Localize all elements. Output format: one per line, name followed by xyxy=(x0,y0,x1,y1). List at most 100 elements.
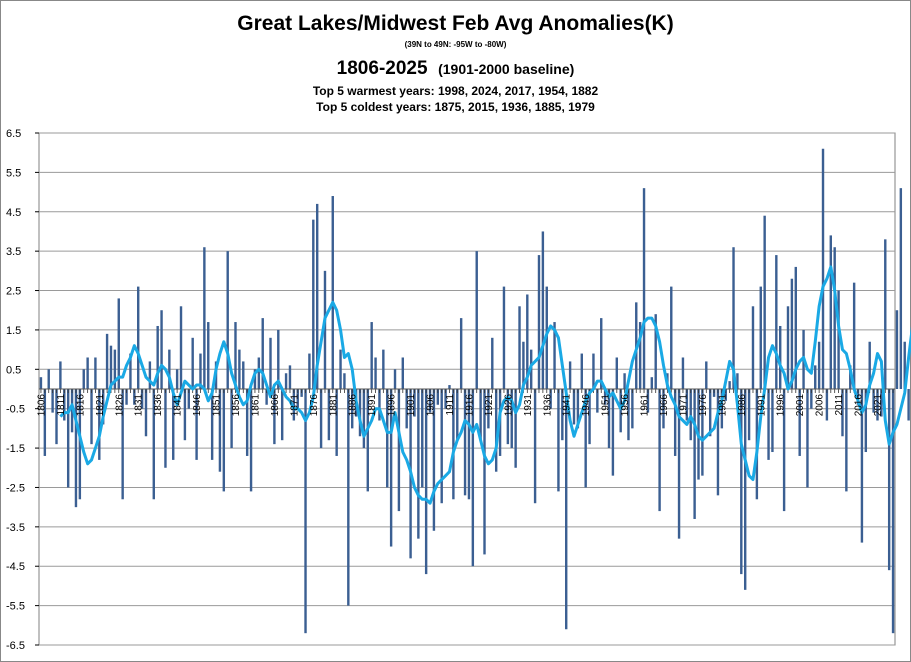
anomaly-bar xyxy=(747,389,751,441)
anomaly-bar xyxy=(627,389,630,441)
anomaly-bar xyxy=(829,235,832,389)
anomaly-bar xyxy=(175,369,179,389)
anomaly-bar xyxy=(187,389,190,409)
anomaly-bar xyxy=(868,341,871,389)
anomaly-bar xyxy=(592,353,595,389)
x-tick-label: 1811 xyxy=(56,394,67,416)
anomaly-bar xyxy=(296,389,299,409)
anomaly-bar xyxy=(662,389,665,429)
anomaly-bar xyxy=(370,322,373,389)
anomaly-bar xyxy=(436,389,440,405)
x-tick-label: 1936 xyxy=(542,394,553,417)
anomaly-bar xyxy=(417,389,420,539)
anomaly-bar xyxy=(522,341,525,389)
anomaly-bar xyxy=(222,389,226,492)
anomaly-bar xyxy=(277,329,280,389)
anomaly-bar xyxy=(864,389,868,453)
anomaly-bar xyxy=(315,203,319,389)
chart-baseline: (1901-2000 baseline) xyxy=(438,61,575,77)
anomaly-bar xyxy=(137,286,140,389)
anomaly-bar xyxy=(133,389,136,405)
anomaly-bar xyxy=(798,389,801,456)
x-tick-label: 1886 xyxy=(348,394,359,417)
anomaly-bar xyxy=(759,286,762,389)
anomaly-bar xyxy=(113,349,117,389)
anomaly-bar xyxy=(907,389,910,421)
anomaly-bar xyxy=(514,389,517,468)
anomaly-bar xyxy=(483,389,486,555)
x-tick-label: 1856 xyxy=(231,394,242,417)
anomaly-bar xyxy=(86,357,89,389)
anomaly-bar xyxy=(331,196,334,389)
anomaly-bar xyxy=(105,333,109,389)
anomaly-bar xyxy=(269,337,272,389)
anomaly-bar xyxy=(63,389,66,421)
anomaly-bar xyxy=(319,389,323,449)
anomaly-bar xyxy=(413,389,416,417)
anomaly-bar xyxy=(257,357,261,389)
anomaly-bar xyxy=(327,389,331,441)
anomaly-bar xyxy=(335,389,338,456)
anomaly-bar xyxy=(860,389,864,543)
anomaly-bar xyxy=(405,389,408,429)
anomaly-bar xyxy=(619,389,622,433)
x-tick-label: 1956 xyxy=(620,394,631,417)
anomaly-bar xyxy=(339,349,342,389)
y-tick-label: -3.5 xyxy=(6,522,25,534)
anomaly-bar xyxy=(732,247,735,389)
anomaly-bar xyxy=(673,389,677,456)
anomaly-bar xyxy=(790,278,794,389)
y-tick-label: 1.5 xyxy=(6,325,21,337)
y-tick-label: -6.5 xyxy=(6,640,25,652)
anomaly-bar xyxy=(51,389,54,413)
anomaly-bar xyxy=(47,369,50,389)
anomaly-bar xyxy=(596,389,599,413)
anomaly-bar xyxy=(845,389,848,492)
anomaly-bar xyxy=(43,389,47,456)
x-tick-label: 1861 xyxy=(250,394,261,417)
anomaly-bar xyxy=(895,310,899,389)
anomaly-bar xyxy=(751,306,755,389)
anomaly-bar xyxy=(631,389,634,429)
anomaly-bar xyxy=(638,322,642,389)
anomaly-bar xyxy=(74,389,78,508)
anomaly-bar xyxy=(740,389,743,575)
chart-period-line: 1806-2025 (1901-2000 baseline) xyxy=(0,58,911,80)
y-tick-label: -5.5 xyxy=(6,601,25,613)
y-tick-label: 0.5 xyxy=(6,364,21,376)
x-tick-label: 1826 xyxy=(114,394,125,417)
anomaly-bar xyxy=(872,389,875,413)
x-tick-label: 2016 xyxy=(854,394,865,417)
anomaly-bar xyxy=(572,389,576,425)
anomaly-bar xyxy=(347,389,350,606)
anomaly-bar xyxy=(561,389,564,441)
anomaly-bar xyxy=(810,389,813,409)
x-tick-label: 1806 xyxy=(36,394,47,417)
anomaly-bar xyxy=(763,215,766,389)
chart-period: 1806-2025 xyxy=(336,58,428,79)
anomaly-bar xyxy=(226,251,229,389)
anomaly-bar xyxy=(658,389,661,512)
anomaly-bar xyxy=(66,389,70,488)
coldest-years: Top 5 coldest years: 1875, 2015, 1936, 1… xyxy=(316,100,595,114)
anomaly-bar xyxy=(234,322,237,389)
anomaly-bar xyxy=(428,389,432,413)
anomaly-bar xyxy=(280,389,284,441)
anomaly-bar xyxy=(160,310,163,389)
anomaly-bar xyxy=(463,389,467,496)
anomaly-bar xyxy=(265,389,268,405)
anomaly-bar xyxy=(172,389,175,460)
anomaly-bar xyxy=(701,389,704,476)
anomaly-bar xyxy=(650,377,654,389)
anomaly-bar xyxy=(129,353,132,389)
anomaly-bar xyxy=(424,389,428,575)
y-tick-label: 2.5 xyxy=(6,286,21,298)
anomaly-bar xyxy=(156,325,159,389)
anomaly-bar xyxy=(743,389,747,590)
x-tick-label: 1906 xyxy=(426,394,437,417)
anomaly-bar xyxy=(681,357,685,389)
anomaly-bar xyxy=(705,361,708,389)
anomaly-bar xyxy=(101,389,105,425)
anomaly-bar xyxy=(168,349,171,389)
